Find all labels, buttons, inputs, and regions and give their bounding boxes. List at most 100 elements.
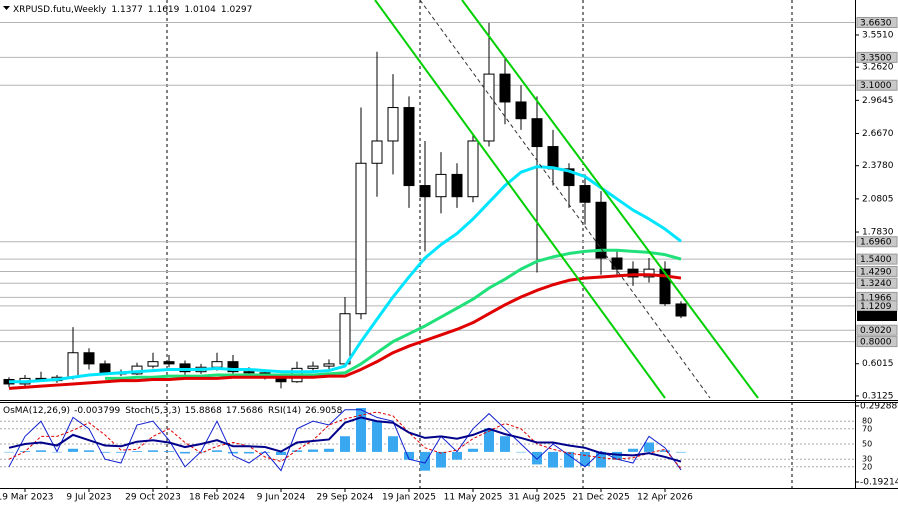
level-label-box [856, 277, 898, 289]
legend-name: Stoch(5,3,3) [125, 406, 180, 416]
level-label: 0.9020 [860, 326, 892, 336]
osma-bar [180, 451, 190, 454]
osma-bar [244, 451, 254, 454]
osma-bar [228, 451, 238, 454]
candle-body [675, 303, 687, 317]
candle-body [419, 185, 431, 198]
candle-body [579, 185, 591, 203]
level-label: 1.1209 [860, 302, 892, 312]
osma-bar [308, 449, 318, 452]
x-tick-label: 11 May 2025 [444, 493, 503, 503]
level-label: 1.6960 [860, 238, 892, 248]
candle-body [563, 168, 575, 187]
x-tick-label: 31 Aug 2025 [508, 493, 566, 503]
candle-body [451, 173, 463, 198]
legend-value: 15.8868 [185, 406, 222, 416]
level-label-box [856, 51, 898, 63]
legend-value: 17.5686 [226, 406, 263, 416]
x-tick-label: 29 Oct 2023 [125, 493, 181, 503]
osma-bar [68, 448, 78, 452]
candle-body [179, 363, 191, 373]
candle-body [163, 361, 175, 365]
level-label-box [856, 16, 898, 28]
channel-midline [419, 0, 711, 399]
y-tick-label: 80 [862, 417, 872, 426]
header-value: XRPUSD.futu,Weekly [13, 5, 107, 15]
candle-body [547, 146, 559, 170]
osma-bar [516, 451, 526, 453]
osma-bar [580, 451, 590, 466]
level-label-box [856, 236, 898, 248]
candle-body [243, 371, 255, 374]
candle-body [643, 268, 655, 278]
levels [0, 21, 855, 343]
oscillator-line [8, 411, 682, 469]
x-tick-label: 12 Apr 2026 [637, 493, 693, 503]
osma-bar [356, 408, 366, 452]
candle-body [387, 107, 399, 142]
current-price-box [857, 310, 897, 321]
osma-bar [452, 451, 462, 460]
header-value: 1.1377 [111, 5, 143, 15]
osma-bar [644, 442, 654, 452]
chart-header: XRPUSD.futu,Weekly 1.1377 1.1619 1.0104 1.02… [13, 5, 252, 15]
level-label-box [856, 253, 898, 265]
candle-body [483, 73, 495, 142]
osma-bar [340, 436, 350, 452]
candle-body [531, 118, 543, 148]
level-label: 1.1966 [860, 293, 892, 303]
level-label: 1.5400 [860, 255, 892, 265]
moving-average [105, 248, 682, 380]
osma-bar [212, 450, 222, 452]
osma-bar [36, 450, 46, 452]
y-tick-label: 0.6015 [862, 359, 894, 369]
x-tick-label: 29 Sep 2024 [316, 493, 373, 503]
level-label: 1.3240 [860, 279, 892, 289]
candle-body [659, 268, 671, 305]
osma-bar [436, 451, 446, 468]
candle-body [227, 361, 239, 373]
y-tick-label: 70 [862, 424, 872, 433]
candle-body [371, 140, 383, 164]
osma-bar [468, 448, 478, 452]
menu-arrow[interactable] [3, 6, 10, 10]
x-tick-label: 21 Dec 2025 [572, 493, 630, 503]
osma-bar [612, 451, 622, 460]
osma-bar [548, 451, 558, 468]
candle-body [467, 140, 479, 198]
x-tick-label: 9 Jun 2024 [257, 493, 306, 503]
candle-body [307, 365, 319, 369]
y-tick-label: 30 [862, 455, 872, 464]
y-tick-label: 2.9645 [862, 96, 894, 106]
osma-bar [532, 451, 542, 465]
level-label-box [856, 300, 898, 312]
legend-name: OsMA(12,26,9) [3, 406, 70, 416]
y2-tick-label: 0.292886 [860, 402, 898, 412]
level-label-box [856, 324, 898, 336]
y-tick-label: 2.6670 [862, 129, 894, 139]
osma-bar [564, 451, 574, 468]
level-label: 3.6630 [860, 18, 892, 28]
level-label-box [856, 79, 898, 91]
candle-body [627, 268, 639, 278]
level-label-box [856, 336, 898, 348]
current-price-label: 1.0297 [860, 312, 892, 322]
level-label: 3.1000 [860, 81, 892, 91]
osma-bar [116, 451, 126, 453]
osma-bar [164, 451, 174, 452]
osma-bar [4, 451, 14, 453]
candle-body [611, 257, 623, 270]
y-tick-label: 2.0805 [862, 194, 894, 204]
osma-bar [372, 420, 382, 452]
osma-bar [676, 451, 686, 453]
legend-value: 26.9058 [305, 406, 342, 416]
channel-line [374, 0, 666, 399]
osma-bar [420, 451, 430, 471]
candle-body [355, 162, 367, 315]
y-tick-label: 0.3125 [862, 391, 894, 401]
x-tick-label: 9 Jul 2023 [66, 493, 111, 503]
candle-body [595, 201, 607, 259]
